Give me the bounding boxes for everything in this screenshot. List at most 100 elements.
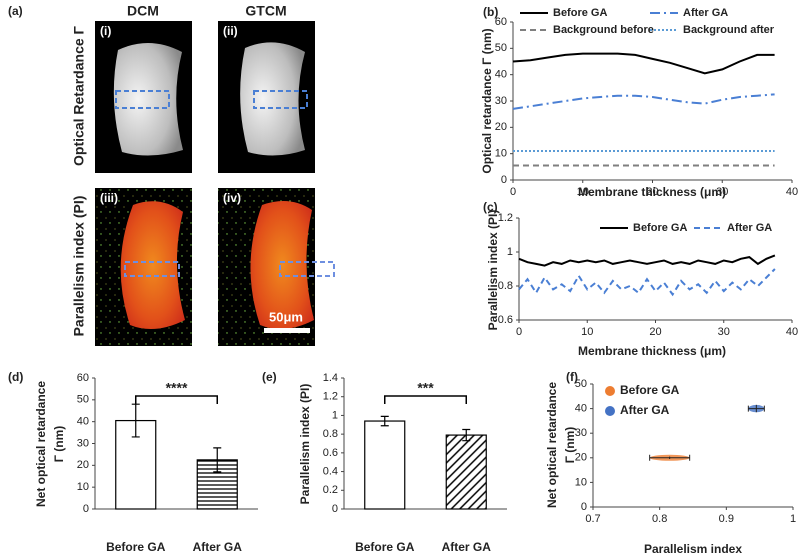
y-tick-label: 50 bbox=[495, 42, 507, 54]
error-bar bbox=[462, 428, 471, 442]
legend-label: After GA bbox=[683, 7, 728, 19]
panel-label: (c) bbox=[483, 200, 498, 214]
y-tick-label: 20 bbox=[77, 459, 89, 471]
x-tick-label: 0.7 bbox=[585, 513, 600, 525]
x-tick-label: 0.9 bbox=[719, 513, 734, 525]
roi bbox=[253, 90, 308, 109]
y-tick-label: 1.4 bbox=[323, 372, 338, 384]
legend-label: Before GA bbox=[633, 222, 687, 234]
sample bbox=[120, 201, 185, 329]
x-tick-label: 0 bbox=[510, 186, 516, 198]
series-line bbox=[512, 52, 775, 75]
y-tick-label: 10 bbox=[77, 481, 89, 493]
sublabel: (iv) bbox=[223, 191, 241, 205]
y-tick-label: 10 bbox=[575, 476, 587, 488]
y-tick-label: 60 bbox=[495, 16, 507, 28]
legend-label: Before GA bbox=[553, 7, 607, 19]
error-bar bbox=[747, 404, 765, 413]
row-label: Parallelism index (PI) bbox=[71, 196, 87, 337]
panel-label: (a) bbox=[8, 4, 23, 18]
x-tick-label: 40 bbox=[786, 186, 798, 198]
y-tick-label: 0.2 bbox=[323, 484, 338, 496]
y-tick-label: 0 bbox=[83, 503, 89, 515]
x-tick-label: 30 bbox=[718, 326, 730, 338]
error-bar bbox=[213, 447, 222, 473]
y-tick-label: 20 bbox=[575, 452, 587, 464]
x-tick-label: 20 bbox=[649, 326, 661, 338]
series-line bbox=[518, 268, 776, 297]
x-tick-label: 10 bbox=[581, 326, 593, 338]
y-tick-label: 1 bbox=[332, 409, 338, 421]
y-tick-label: 0.6 bbox=[498, 314, 513, 326]
column-label: DCM bbox=[127, 3, 159, 19]
bar bbox=[445, 434, 487, 510]
panel-label: (b) bbox=[483, 5, 498, 19]
y-axis-label: Net optical retardance bbox=[545, 382, 559, 508]
significance-label: **** bbox=[166, 380, 188, 396]
image-panel: (a) DCM GTCM Optical Retardance Γ Parall… bbox=[8, 3, 335, 346]
x-tick-label: 40 bbox=[786, 326, 798, 338]
y-tick-label: 20 bbox=[495, 121, 507, 133]
y-tick-label: 30 bbox=[77, 437, 89, 449]
y-tick-label: 0 bbox=[501, 174, 507, 186]
panel-label: (f) bbox=[566, 370, 578, 384]
x-axis-label: Membrane thickness (μm) bbox=[578, 185, 726, 199]
panel-label: (e) bbox=[262, 370, 277, 384]
significance-bracket bbox=[135, 395, 218, 404]
x-tick-label: After GA bbox=[442, 540, 492, 554]
y-tick-label: 0.4 bbox=[323, 465, 338, 477]
panel-label: (d) bbox=[8, 370, 23, 384]
legend-swatch bbox=[605, 406, 615, 416]
series-line bbox=[512, 93, 775, 110]
y-tick-label: 0 bbox=[332, 503, 338, 515]
legend-label: Background after bbox=[683, 24, 775, 36]
legend-label: Before GA bbox=[620, 383, 680, 397]
y-axis-label: Net optical retardance bbox=[34, 381, 48, 507]
y-tick-label: 40 bbox=[575, 403, 587, 415]
x-tick-label: Before GA bbox=[106, 540, 166, 554]
sample bbox=[113, 42, 183, 156]
x-tick-label: 1 bbox=[790, 513, 796, 525]
series-line bbox=[518, 254, 776, 267]
y-tick-label: 0.8 bbox=[498, 280, 513, 292]
y-tick-label: 1 bbox=[507, 246, 513, 258]
error-bar bbox=[649, 454, 691, 461]
y-tick-label: 0.8 bbox=[323, 428, 338, 440]
bar bbox=[115, 419, 157, 510]
column-label: GTCM bbox=[245, 3, 286, 19]
bar bbox=[364, 420, 406, 510]
x-tick-label: After GA bbox=[193, 540, 243, 554]
sublabel: (ii) bbox=[223, 24, 238, 38]
y-axis-label: Parallelism index (PI) bbox=[298, 384, 312, 505]
y-tick-label: 30 bbox=[495, 95, 507, 107]
sublabel: (iii) bbox=[100, 191, 118, 205]
error-bar bbox=[380, 415, 389, 427]
y-axis-label: Γ (nm) bbox=[563, 427, 577, 464]
legend-label: After GA bbox=[620, 403, 670, 417]
y-tick-label: 1.2 bbox=[323, 391, 338, 403]
y-tick-label: 60 bbox=[77, 372, 89, 384]
y-axis-label: Optical retardance Γ (nm) bbox=[480, 28, 494, 173]
x-tick-label: 0 bbox=[516, 326, 522, 338]
x-tick-label: 0.8 bbox=[652, 513, 667, 525]
error-bar bbox=[131, 403, 140, 438]
y-tick-label: 0 bbox=[581, 501, 587, 513]
y-tick-label: 0.6 bbox=[323, 447, 338, 459]
significance-label: *** bbox=[417, 380, 434, 396]
row-label: Optical Retardance Γ bbox=[71, 25, 87, 165]
sublabel: (i) bbox=[100, 24, 111, 38]
scale-bar bbox=[264, 328, 310, 333]
y-tick-label: 30 bbox=[575, 427, 587, 439]
roi bbox=[115, 90, 170, 109]
x-tick-label: 20 bbox=[646, 186, 658, 198]
x-axis-label: Parallelism index bbox=[644, 542, 742, 556]
roi bbox=[124, 261, 180, 277]
y-tick-label: 40 bbox=[77, 416, 89, 428]
significance-bracket bbox=[384, 395, 467, 404]
y-tick-label: 40 bbox=[495, 69, 507, 81]
legend-label: After GA bbox=[727, 222, 772, 234]
x-tick-label: 10 bbox=[577, 186, 589, 198]
y-axis-label: Γ (nm) bbox=[52, 426, 66, 463]
x-tick-label: 30 bbox=[716, 186, 728, 198]
